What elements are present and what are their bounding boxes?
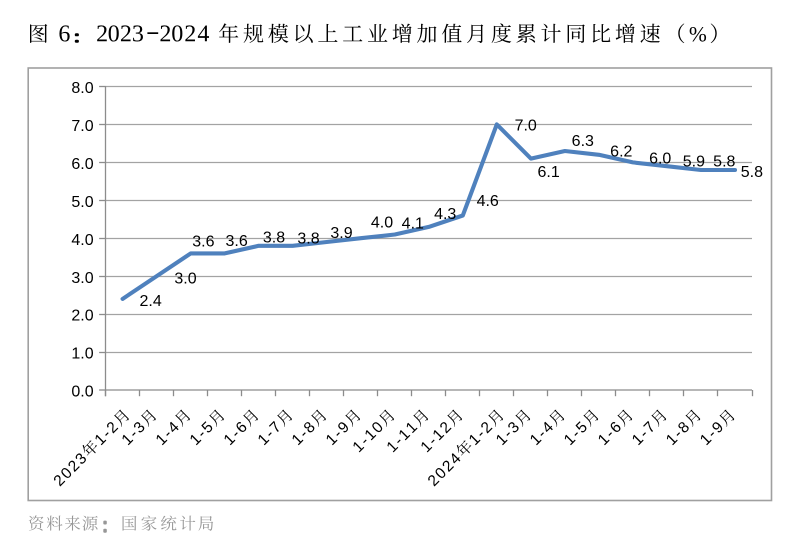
svg-text:0.0: 0.0 xyxy=(71,384,93,401)
svg-text:2.0: 2.0 xyxy=(71,308,93,325)
svg-text:3.8: 3.8 xyxy=(297,231,319,248)
svg-text:1.0: 1.0 xyxy=(71,346,93,363)
svg-text:8.0: 8.0 xyxy=(71,80,93,97)
svg-text:5.8: 5.8 xyxy=(741,164,763,181)
svg-text:4.6: 4.6 xyxy=(477,193,499,210)
svg-text:6.3: 6.3 xyxy=(572,133,594,150)
svg-text:3.9: 3.9 xyxy=(330,225,352,242)
svg-text:3.0: 3.0 xyxy=(71,270,93,287)
svg-text:7.0: 7.0 xyxy=(71,118,93,135)
svg-text:6.1: 6.1 xyxy=(537,164,559,181)
svg-text:3.6: 3.6 xyxy=(225,233,247,250)
svg-text:3.8: 3.8 xyxy=(263,230,285,247)
svg-text:5.0: 5.0 xyxy=(71,194,93,211)
svg-text:6.0: 6.0 xyxy=(649,150,671,167)
svg-text:5.9: 5.9 xyxy=(683,154,705,171)
svg-text:6.0: 6.0 xyxy=(71,156,93,173)
svg-text:6.2: 6.2 xyxy=(610,144,632,161)
svg-text:3.6: 3.6 xyxy=(192,233,214,250)
svg-text:4.1: 4.1 xyxy=(402,216,424,233)
svg-text:4.0: 4.0 xyxy=(371,215,393,232)
svg-text:5.8: 5.8 xyxy=(713,154,735,171)
svg-text:4.3: 4.3 xyxy=(434,206,456,223)
svg-text:3.0: 3.0 xyxy=(174,270,196,287)
svg-text:4.0: 4.0 xyxy=(71,232,93,249)
svg-text:2.4: 2.4 xyxy=(139,293,161,310)
svg-text:7.0: 7.0 xyxy=(515,118,537,135)
